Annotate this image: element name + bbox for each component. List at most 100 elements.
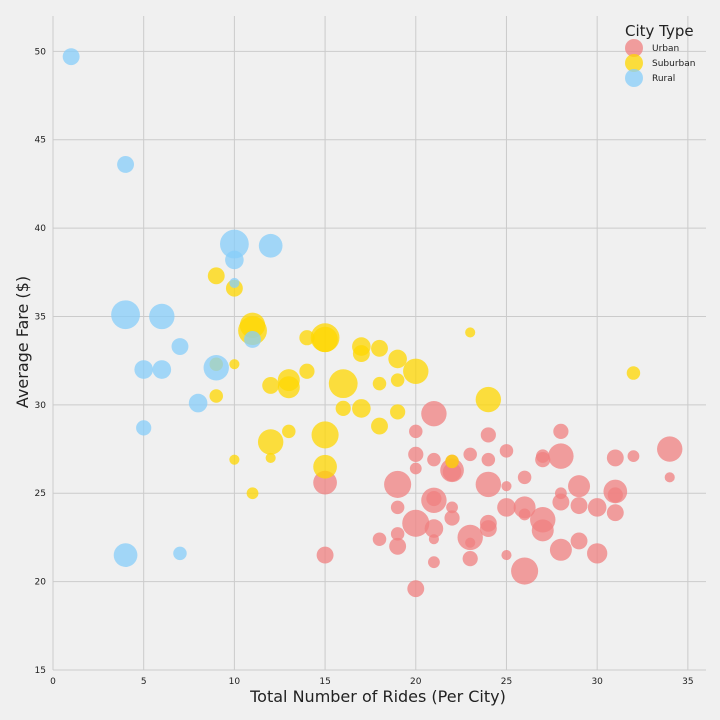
data-point <box>570 532 588 550</box>
data-point <box>499 444 514 458</box>
data-point <box>265 452 276 463</box>
data-point <box>457 524 483 551</box>
x-tick-label: 25 <box>501 677 512 687</box>
data-point <box>517 470 532 485</box>
x-tick-labels: 0 5 10 15 20 25 30 35 <box>50 677 693 687</box>
legend-item-suburban: Suburban <box>625 54 695 72</box>
data-point <box>311 421 339 449</box>
data-point <box>203 355 229 381</box>
series-urban <box>313 401 683 598</box>
data-point <box>442 462 462 482</box>
data-point <box>207 267 225 285</box>
data-point <box>657 436 683 462</box>
data-point <box>497 498 516 517</box>
x-tick-label: 35 <box>682 677 693 687</box>
data-point <box>568 475 591 498</box>
data-point <box>384 470 412 498</box>
data-point <box>606 449 624 467</box>
data-point <box>421 487 447 514</box>
data-point <box>149 303 175 330</box>
data-point <box>390 527 405 541</box>
data-point <box>501 550 512 561</box>
legend-marker <box>625 39 643 57</box>
data-point <box>444 510 460 526</box>
data-point <box>299 330 315 346</box>
y-tick-label: 35 <box>35 312 46 322</box>
data-point <box>465 537 476 548</box>
data-point <box>328 369 358 399</box>
data-point <box>229 359 240 370</box>
y-axis-label: Average Fare ($) <box>13 276 32 408</box>
data-point <box>152 360 172 379</box>
data-point <box>664 472 675 483</box>
data-point <box>229 454 240 465</box>
data-point <box>548 443 574 469</box>
y-tick-label: 30 <box>35 401 47 411</box>
y-tick-label: 40 <box>35 224 47 234</box>
data-point <box>372 532 387 546</box>
data-point <box>299 363 315 379</box>
data-point <box>428 556 440 569</box>
data-point <box>549 538 572 561</box>
data-point <box>111 300 140 330</box>
y-tick-label: 45 <box>35 136 46 146</box>
data-point <box>219 229 249 259</box>
data-point <box>134 360 153 379</box>
data-point <box>407 580 425 598</box>
data-point <box>607 487 623 503</box>
data-point <box>335 400 351 416</box>
data-point <box>553 423 569 439</box>
data-point <box>173 546 187 561</box>
data-point <box>445 454 459 469</box>
data-point <box>390 404 406 420</box>
data-point <box>475 471 502 498</box>
y-tick-label: 15 <box>35 666 46 676</box>
data-point <box>225 250 244 270</box>
legend-marker <box>625 69 643 87</box>
data-point <box>463 447 477 462</box>
data-point <box>421 401 447 427</box>
data-point <box>465 327 476 338</box>
data-point <box>390 373 405 387</box>
data-point <box>136 420 152 436</box>
data-point <box>388 349 407 369</box>
data-points <box>62 48 683 598</box>
data-point <box>475 386 502 413</box>
data-point <box>587 543 608 564</box>
data-point <box>409 424 423 439</box>
data-point <box>312 326 338 353</box>
data-point <box>244 331 261 348</box>
data-point <box>462 551 478 567</box>
legend-title: City Type <box>625 22 694 40</box>
data-point <box>390 500 405 515</box>
grid <box>52 16 706 671</box>
data-point <box>481 452 496 467</box>
data-point <box>229 277 240 288</box>
data-point <box>626 366 641 380</box>
data-point <box>277 376 300 399</box>
data-point <box>587 498 607 517</box>
data-point <box>372 376 387 391</box>
data-point <box>427 452 441 467</box>
data-point <box>316 546 334 564</box>
legend: City Type Urban Suburban Rural <box>625 22 695 87</box>
data-point <box>246 487 259 500</box>
x-axis-label: Total Number of Rides (Per City) <box>249 687 506 706</box>
x-tick-label: 30 <box>591 677 603 687</box>
series-suburban <box>207 267 641 500</box>
data-point <box>371 339 388 357</box>
legend-label: Urban <box>652 44 679 54</box>
data-point <box>188 393 208 413</box>
data-point <box>552 493 570 511</box>
data-point <box>627 450 640 463</box>
data-point <box>501 481 512 492</box>
legend-items: Urban Suburban Rural <box>625 39 695 87</box>
data-point <box>171 338 189 355</box>
data-point <box>117 156 135 173</box>
x-tick-label: 20 <box>410 677 422 687</box>
data-point <box>511 557 539 585</box>
legend-label: Suburban <box>652 59 695 69</box>
data-point <box>479 520 497 538</box>
data-point <box>518 508 531 521</box>
legend-item-rural: Rural <box>625 69 675 87</box>
